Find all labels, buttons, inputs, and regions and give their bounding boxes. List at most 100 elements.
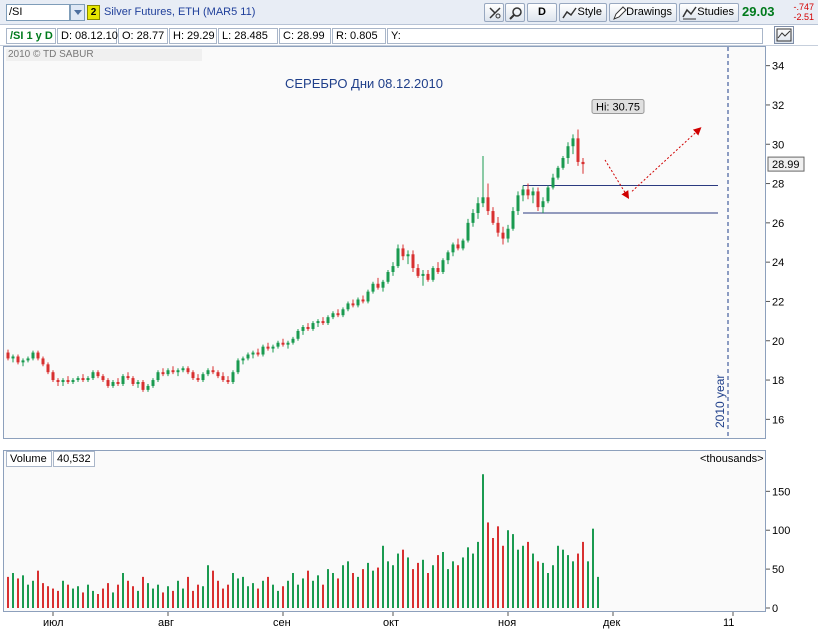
candle-body [181, 368, 185, 371]
candle-body [396, 248, 400, 267]
candle-body [246, 354, 250, 359]
volume-bar [152, 588, 154, 608]
candle-body [296, 330, 300, 339]
candle-body [116, 382, 120, 384]
volume-bar [552, 565, 554, 608]
candle-body [456, 244, 460, 249]
link-number-badge[interactable]: 2 [87, 5, 100, 20]
volume-bar [122, 573, 124, 608]
symbol-period-cell[interactable]: /SI 1 y D [6, 28, 56, 44]
candle-body [411, 254, 415, 269]
volume-bar [402, 549, 404, 608]
drawings-button[interactable]: Drawings [609, 3, 677, 22]
candle-body [476, 203, 480, 214]
last-price: 29.03 [742, 4, 775, 19]
volume-bar [177, 580, 179, 608]
volume-bar [517, 549, 519, 608]
candle-body [31, 352, 35, 359]
candle-body [321, 321, 325, 324]
candle-body [566, 146, 570, 159]
volume-bar [422, 559, 424, 608]
volume-bar [157, 584, 159, 608]
volume-bar [547, 573, 549, 608]
candle-body [196, 378, 200, 381]
candle-body [286, 342, 290, 345]
symbol-input[interactable]: /SI [6, 4, 70, 21]
studies-button[interactable]: Studies [679, 3, 739, 22]
candle-body [21, 360, 25, 363]
volume-bar [182, 588, 184, 608]
candle-body [291, 338, 295, 343]
volume-bar [112, 592, 114, 608]
volume-bar [497, 526, 499, 608]
candle-body [261, 346, 265, 355]
volume-bar [437, 555, 439, 608]
price-tick-label: 20 [772, 336, 784, 348]
candle-body [581, 161, 585, 165]
volume-panel[interactable] [3, 450, 766, 612]
candle-body [336, 313, 340, 316]
volume-bar [482, 474, 484, 608]
ohlc-info-bar: /SI 1 y D D: 08.12.10 O: 28.77 H: 29.29 … [0, 26, 818, 46]
volume-bar [337, 578, 339, 608]
candle-body [441, 260, 445, 272]
candle-body [471, 213, 475, 223]
chart-settings-button[interactable] [774, 26, 794, 44]
candle-body [376, 283, 380, 288]
volume-bar [472, 553, 474, 608]
year-marker-label: 2010 year [713, 375, 727, 428]
x-tick-label: ноя [498, 617, 516, 629]
candle-body [271, 346, 275, 349]
candle-body [541, 201, 545, 208]
candle-body [491, 211, 495, 223]
x-tick-label: 11 [723, 617, 734, 629]
volume-units: <thousands> [700, 453, 764, 465]
volume-bar [572, 561, 574, 608]
volume-bar [137, 590, 139, 608]
high-cell: H: 29.29 [169, 28, 217, 44]
candle-body [6, 352, 10, 359]
volume-tick-label: 50 [772, 564, 784, 576]
candle-body [111, 382, 115, 386]
candle-body [121, 376, 125, 384]
volume-bar [187, 576, 189, 608]
volume-bar [372, 570, 374, 608]
studies-icon [682, 6, 697, 20]
mini-chart-icon [776, 28, 792, 42]
candle-body [401, 248, 405, 257]
price-tick-label: 18 [772, 375, 784, 387]
candle-body [356, 299, 360, 306]
volume-value: 40,532 [53, 451, 95, 467]
volume-bar [432, 565, 434, 608]
crosshair-tool-button[interactable] [484, 3, 504, 22]
volume-bar [322, 584, 324, 608]
volume-bar [127, 580, 129, 608]
candle-body [506, 228, 510, 239]
volume-bar [502, 545, 504, 608]
candle-body [501, 232, 505, 239]
y-cell: Y: [387, 28, 763, 44]
volume-bar [172, 590, 174, 608]
zoom-tool-button[interactable] [505, 3, 525, 22]
volume-bar [277, 590, 279, 608]
candle-body [256, 352, 260, 355]
low-cell: L: 28.485 [218, 28, 278, 44]
volume-bar [72, 588, 74, 608]
volume-bar [207, 565, 209, 608]
candle-body [211, 370, 215, 373]
candle-body [516, 195, 520, 212]
candle-body [16, 356, 20, 363]
volume-bar [357, 576, 359, 608]
volume-bar [582, 541, 584, 608]
symbol-dropdown-button[interactable] [70, 4, 85, 21]
volume-bar [462, 557, 464, 608]
candle-body [521, 189, 525, 196]
period-button[interactable]: D [527, 3, 557, 22]
price-tick-label: 26 [772, 218, 784, 230]
style-button[interactable]: Style [559, 3, 607, 22]
volume-bar [592, 528, 594, 608]
candle-body [236, 360, 240, 373]
volume-bar [447, 569, 449, 608]
candle-body [346, 303, 350, 310]
